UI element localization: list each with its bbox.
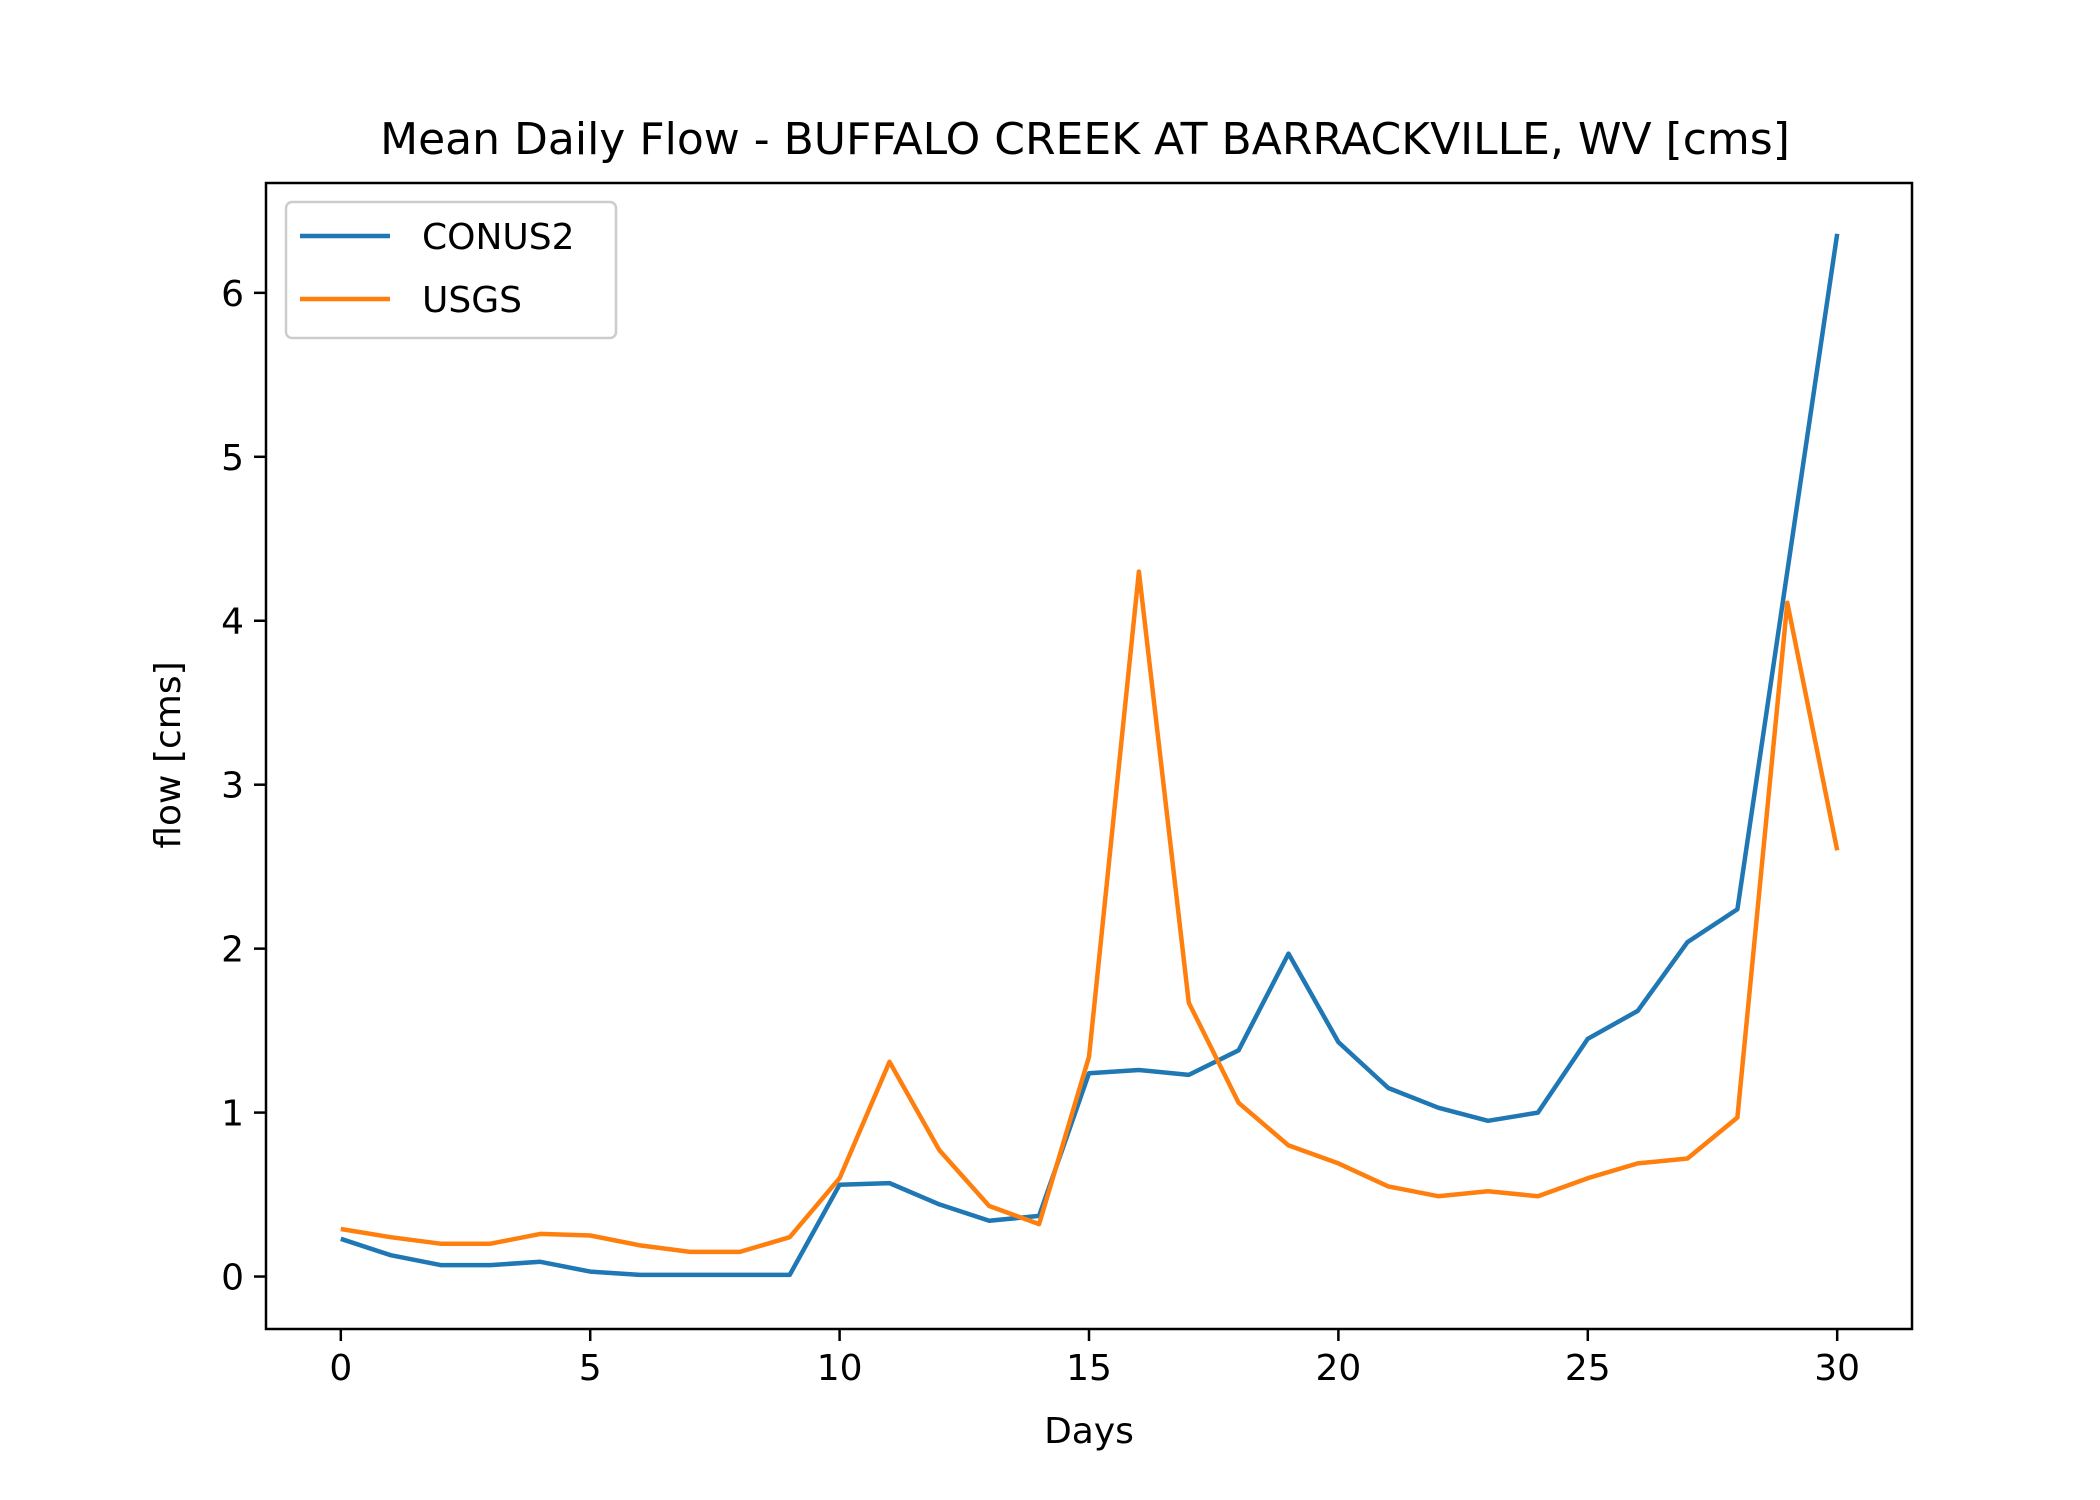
x-axis-label: Days — [1044, 1411, 1134, 1452]
y-tick-label: 3 — [221, 766, 244, 807]
x-tick-label: 30 — [1814, 1348, 1860, 1389]
x-tick-label: 5 — [579, 1348, 602, 1389]
x-tick-label: 25 — [1565, 1348, 1611, 1389]
y-tick-label: 6 — [221, 274, 244, 315]
legend: CONUS2 USGS — [284, 200, 618, 340]
legend-label-conus2: CONUS2 — [422, 217, 575, 258]
y-tick-label: 1 — [221, 1094, 244, 1135]
x-tick-label: 0 — [329, 1348, 352, 1389]
series-line-usgs — [340, 569, 1840, 1255]
x-axis: 0 5 10 15 20 25 30 — [329, 1329, 1860, 1389]
series-line-conus2 — [340, 233, 1840, 1278]
x-tick-label: 15 — [1066, 1348, 1112, 1389]
plot-frame — [264, 181, 1914, 1331]
y-axis-label: flow [cms] — [148, 661, 189, 848]
y-axis: 0 1 2 3 4 5 6 — [221, 274, 266, 1299]
x-tick-label: 10 — [817, 1348, 863, 1389]
chart-title: Mean Daily Flow - BUFFALO CREEK AT BARRA… — [380, 114, 1790, 165]
legend-label-usgs: USGS — [422, 280, 522, 321]
y-tick-label: 4 — [221, 602, 244, 643]
x-tick-label: 20 — [1315, 1348, 1361, 1389]
y-tick-label: 0 — [221, 1258, 244, 1299]
series-layer — [340, 233, 1840, 1278]
y-tick-label: 2 — [221, 930, 244, 971]
y-tick-label: 5 — [221, 438, 244, 479]
